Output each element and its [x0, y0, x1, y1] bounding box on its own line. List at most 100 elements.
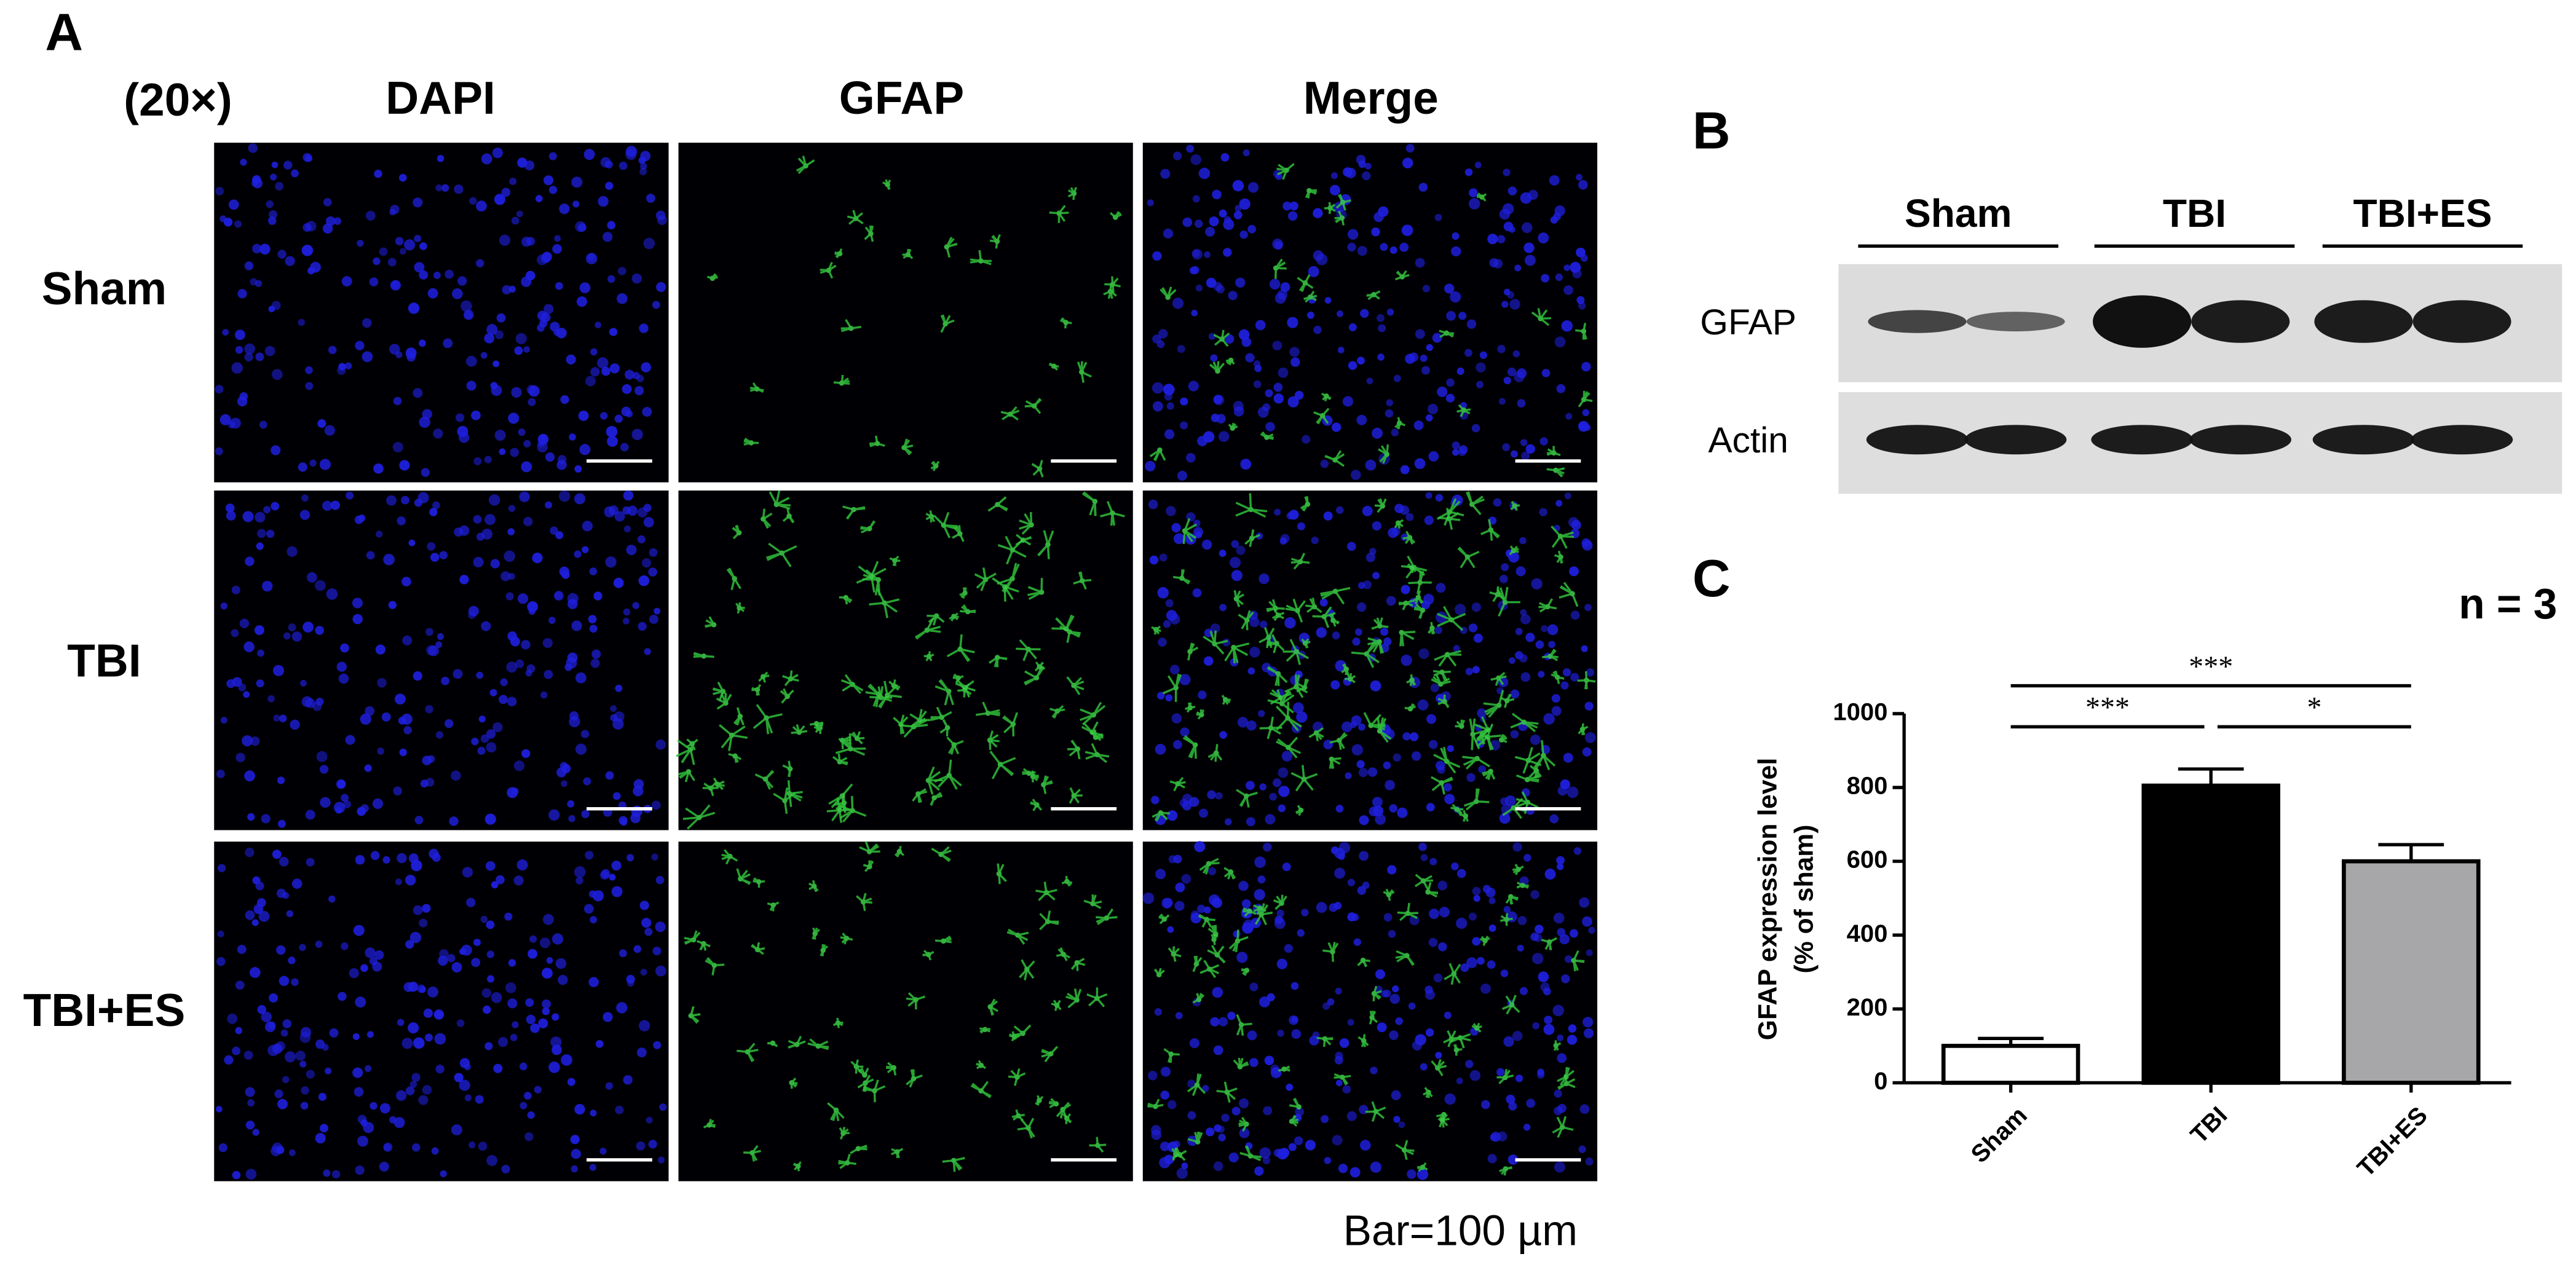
nucleus — [529, 935, 537, 943]
nucleus — [607, 275, 615, 283]
nucleus — [1180, 421, 1188, 430]
nucleus — [1507, 186, 1517, 195]
nucleus — [517, 157, 527, 168]
nucleus — [1346, 1111, 1357, 1121]
nucleus — [245, 1169, 257, 1180]
astrocyte — [1223, 867, 1236, 880]
nucleus — [279, 856, 289, 867]
soma — [1173, 1151, 1179, 1158]
nucleus — [465, 355, 477, 367]
astrocyte — [989, 751, 1016, 779]
soma — [1551, 450, 1557, 456]
nucleus — [1218, 431, 1230, 442]
astrocyte — [1192, 993, 1205, 1004]
micrograph — [678, 143, 1133, 483]
nucleus — [317, 419, 326, 428]
nucleus — [590, 367, 600, 377]
nucleus — [423, 1008, 433, 1018]
nucleus — [1157, 587, 1169, 599]
nucleus — [1458, 448, 1466, 456]
soma — [854, 735, 860, 741]
soma — [1235, 938, 1241, 944]
nucleus — [643, 517, 654, 527]
soma — [1037, 466, 1043, 471]
soma — [1371, 292, 1377, 298]
soma — [1461, 407, 1466, 413]
process — [731, 734, 748, 739]
astrocyte — [1295, 805, 1304, 816]
nucleus — [326, 588, 338, 600]
nucleus — [518, 428, 526, 436]
soma — [844, 1160, 850, 1166]
nucleus — [526, 270, 535, 281]
soma — [1571, 958, 1576, 963]
soma — [754, 386, 760, 392]
nucleus — [579, 444, 591, 456]
nucleus — [456, 1019, 465, 1027]
nucleus — [330, 500, 340, 510]
nucleus — [499, 695, 508, 704]
nucleus — [242, 511, 254, 523]
soma — [1409, 677, 1415, 683]
soma — [696, 815, 702, 821]
nucleus — [1549, 175, 1560, 186]
soma — [978, 258, 984, 264]
soma — [1192, 742, 1198, 748]
soma — [1327, 205, 1333, 211]
nucleus — [561, 780, 567, 787]
nucleus — [1507, 367, 1517, 377]
nucleus — [1474, 162, 1482, 168]
nucleus — [1241, 337, 1252, 347]
nucleus — [1567, 1035, 1578, 1045]
nucleus — [459, 948, 466, 955]
nucleus — [632, 602, 639, 609]
astrocyte — [685, 738, 698, 751]
nucleus — [567, 1078, 575, 1086]
soma — [1377, 623, 1383, 629]
astrocyte — [1024, 398, 1042, 414]
nucleus — [551, 1013, 559, 1021]
nucleus — [1182, 801, 1192, 811]
significance-label: * — [2307, 692, 2321, 724]
nucleus — [1335, 660, 1346, 672]
astrocyte — [855, 893, 872, 911]
nucleus — [523, 516, 533, 526]
astrocyte — [1308, 727, 1324, 741]
nucleus — [476, 532, 484, 541]
nucleus — [521, 749, 531, 759]
nucleus — [369, 1102, 377, 1110]
nucleus — [476, 259, 484, 267]
astrocyte — [1213, 329, 1230, 347]
nucleus — [583, 904, 594, 914]
astrocyte — [1172, 569, 1191, 585]
nucleus — [648, 567, 658, 577]
nucleus — [1191, 249, 1203, 260]
nucleus — [1563, 752, 1573, 763]
soma — [1244, 617, 1250, 623]
astrocyte — [1008, 1068, 1026, 1086]
nucleus — [492, 722, 503, 733]
nucleus — [1190, 154, 1202, 165]
astrocyte — [1270, 689, 1292, 705]
astrocyte — [1056, 1102, 1072, 1119]
soma — [773, 502, 780, 507]
nucleus — [1489, 258, 1499, 268]
nucleus — [1383, 637, 1392, 646]
astrocyte — [705, 957, 725, 976]
astrocyte — [1431, 1059, 1447, 1076]
soma — [1541, 752, 1546, 759]
soma — [1496, 703, 1502, 708]
nucleus — [273, 714, 280, 722]
nucleus — [372, 798, 384, 810]
soma — [1399, 629, 1405, 636]
nucleus — [1530, 890, 1539, 899]
nucleus — [1213, 1045, 1223, 1055]
astrocyte — [1192, 955, 1203, 972]
soma — [1161, 917, 1167, 922]
nucleus — [1254, 365, 1262, 373]
nucleus — [1378, 324, 1386, 333]
nucleus — [1503, 288, 1511, 296]
astrocyte — [1163, 1047, 1180, 1063]
nucleus — [338, 363, 346, 371]
astrocyte — [1551, 670, 1565, 684]
